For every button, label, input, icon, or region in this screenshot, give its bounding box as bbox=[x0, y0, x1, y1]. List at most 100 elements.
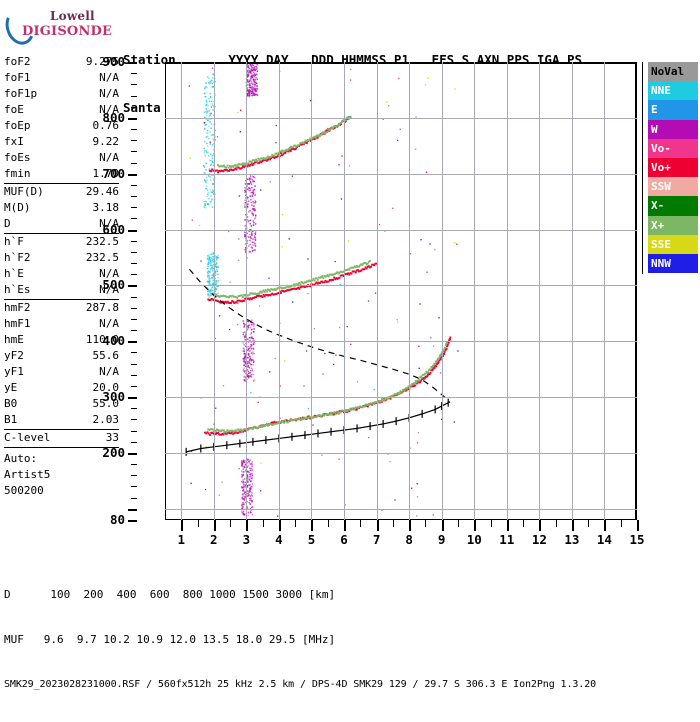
echo-point bbox=[420, 375, 422, 378]
echo-point bbox=[283, 420, 286, 423]
echo-point bbox=[227, 431, 230, 434]
echo-point bbox=[233, 168, 236, 171]
echo-point bbox=[352, 408, 355, 411]
echo-point bbox=[269, 422, 272, 425]
echo-point bbox=[353, 265, 356, 268]
trace-muf-dashed-curve bbox=[188, 268, 451, 404]
x-tick-major bbox=[409, 520, 412, 531]
y-tick-minor bbox=[131, 207, 137, 209]
echo-point bbox=[438, 356, 441, 359]
echo-point bbox=[439, 358, 442, 361]
echo-point bbox=[251, 159, 254, 162]
echo-point bbox=[414, 380, 417, 383]
echo-point bbox=[312, 137, 315, 140]
echo-point bbox=[235, 430, 238, 433]
echo-point bbox=[329, 273, 332, 276]
echo-point bbox=[420, 379, 423, 382]
echo-point bbox=[332, 273, 334, 276]
echo-point bbox=[280, 292, 282, 294]
echo-point bbox=[337, 412, 339, 415]
echo-point bbox=[249, 160, 252, 163]
echo-point bbox=[371, 403, 374, 406]
echo-point bbox=[298, 287, 301, 290]
legend-item-e[interactable]: E bbox=[648, 100, 698, 120]
echo-point bbox=[313, 416, 316, 419]
echo-point bbox=[358, 270, 361, 273]
echo-point bbox=[236, 428, 239, 431]
echo-point bbox=[272, 423, 275, 426]
legend-item-nne[interactable]: NNE bbox=[648, 81, 698, 101]
echo-point bbox=[400, 391, 403, 393]
echo-point bbox=[224, 295, 227, 298]
legend-item-w[interactable]: W bbox=[648, 119, 698, 139]
echo-point bbox=[232, 295, 235, 298]
echo-point bbox=[260, 424, 263, 427]
param-group-1: MUF(D) 29.46 M(D) 3.18 D N/A bbox=[4, 184, 119, 234]
echo-point bbox=[247, 294, 250, 297]
echo-point bbox=[255, 293, 257, 296]
y-tick-minor bbox=[131, 441, 137, 443]
echo-point bbox=[365, 263, 368, 266]
legend-item-x-[interactable]: X- bbox=[648, 196, 698, 216]
legend-item-sse[interactable]: SSE bbox=[648, 234, 698, 254]
echo-point bbox=[287, 150, 290, 153]
echo-point bbox=[367, 265, 370, 268]
echo-point bbox=[429, 368, 432, 371]
echo-point bbox=[341, 409, 344, 412]
echo-point bbox=[359, 405, 362, 408]
echo-point bbox=[243, 428, 246, 431]
legend-item-x-[interactable]: X+ bbox=[648, 215, 698, 235]
echo-point bbox=[365, 267, 368, 270]
echo-point bbox=[349, 267, 352, 270]
echo-point bbox=[366, 403, 369, 406]
echo-point bbox=[210, 431, 213, 434]
echo-point bbox=[405, 389, 408, 391]
echo-point bbox=[324, 413, 327, 416]
echo-point bbox=[333, 273, 336, 276]
echo-point bbox=[296, 418, 298, 421]
echo-point bbox=[306, 415, 309, 418]
ionogram-window: Lowell DIGISONDE Station YYYY DAY DDD HH… bbox=[1, 5, 698, 690]
legend-item-vo-[interactable]: Vo+ bbox=[648, 157, 698, 178]
echo-point bbox=[237, 428, 240, 431]
x-tick-major bbox=[376, 520, 379, 531]
echo-point bbox=[219, 301, 222, 304]
echo-point bbox=[431, 368, 434, 371]
echo-point bbox=[222, 294, 225, 297]
legend-item-noval[interactable]: NoVal bbox=[648, 62, 698, 82]
autoscaling-line: Auto: bbox=[4, 452, 38, 465]
x-tick-minor bbox=[457, 520, 459, 527]
param-value: N/A bbox=[99, 103, 119, 116]
param-key: foEp bbox=[4, 119, 31, 132]
echo-point bbox=[261, 160, 264, 162]
echo-point bbox=[260, 161, 263, 164]
echo-point bbox=[252, 292, 255, 295]
echo-point bbox=[294, 418, 297, 421]
echo-point bbox=[253, 296, 256, 299]
echo-point bbox=[414, 384, 417, 387]
legend-item-ssw[interactable]: SSW bbox=[648, 177, 698, 197]
echo-point bbox=[247, 428, 250, 431]
echo-point bbox=[259, 425, 262, 427]
echo-point bbox=[435, 360, 438, 363]
echo-point bbox=[218, 429, 221, 432]
echo-point bbox=[262, 293, 265, 296]
echo-point bbox=[355, 408, 358, 411]
param-group-0: foF2 9.275 foF1 N/A foF1p N/A foE N/A foEp 0.76 fx… bbox=[4, 54, 119, 184]
echo-point bbox=[338, 123, 341, 126]
echo-point bbox=[351, 407, 354, 410]
echo-point bbox=[218, 165, 221, 168]
echo-point bbox=[227, 430, 230, 433]
ionogram-plot-area[interactable] bbox=[165, 62, 637, 520]
param-value: 0.76 bbox=[92, 119, 120, 132]
legend-item-nnw[interactable]: NNW bbox=[648, 253, 698, 274]
echo-point bbox=[281, 149, 284, 152]
param-value: N/A bbox=[99, 87, 119, 100]
footer-info: D 100 200 400 600 800 1000 1500 3000 [km… bbox=[4, 557, 596, 722]
y-tick-major bbox=[128, 341, 137, 344]
echo-point bbox=[299, 419, 302, 422]
legend-item-vo-[interactable]: Vo- bbox=[648, 138, 698, 158]
echo-point bbox=[232, 169, 235, 172]
param-row: h`F 232.5 bbox=[4, 234, 119, 250]
echo-point bbox=[364, 262, 367, 264]
